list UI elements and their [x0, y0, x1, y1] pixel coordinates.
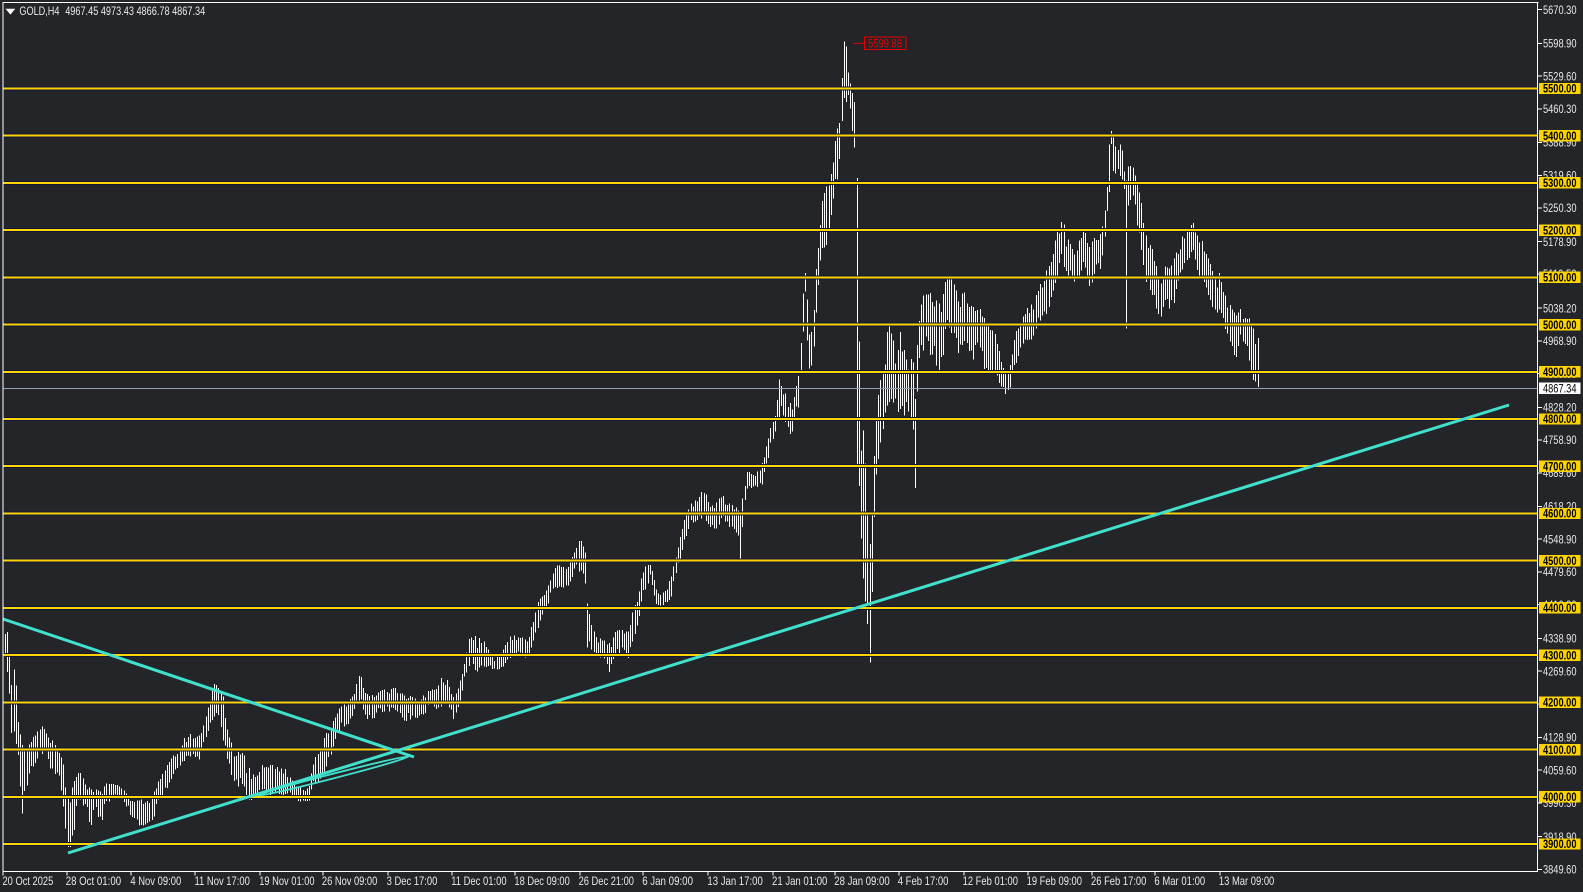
svg-text:4600.00: 4600.00 [1543, 507, 1577, 521]
svg-text:5000.00: 5000.00 [1543, 318, 1577, 332]
svg-text:3849.60: 3849.60 [1543, 863, 1577, 877]
svg-text:11 Nov 17:00: 11 Nov 17:00 [195, 874, 251, 888]
svg-text:5670.30: 5670.30 [1543, 3, 1577, 17]
svg-text:5250.30: 5250.30 [1543, 201, 1577, 215]
svg-text:4900.00: 4900.00 [1543, 365, 1577, 379]
svg-text:4828.20: 4828.20 [1543, 401, 1577, 415]
svg-text:19 Feb 09:00: 19 Feb 09:00 [1027, 874, 1083, 888]
svg-text:5599.88: 5599.88 [868, 37, 902, 51]
svg-text:5300.00: 5300.00 [1543, 176, 1577, 190]
svg-text:4700.00: 4700.00 [1543, 459, 1577, 473]
svg-text:4200.00: 4200.00 [1543, 696, 1577, 710]
svg-text:28 Jan 09:00: 28 Jan 09:00 [834, 874, 890, 888]
svg-text:11 Dec 01:00: 11 Dec 01:00 [451, 874, 507, 888]
svg-text:5400.00: 5400.00 [1543, 129, 1577, 143]
svg-text:4968.90: 4968.90 [1543, 334, 1577, 348]
svg-text:4300.00: 4300.00 [1543, 648, 1577, 662]
svg-text:4800.00: 4800.00 [1543, 412, 1577, 426]
svg-text:5598.90: 5598.90 [1543, 37, 1577, 51]
svg-text:5460.30: 5460.30 [1543, 102, 1577, 116]
svg-text:18 Dec 09:00: 18 Dec 09:00 [514, 874, 570, 888]
svg-text:26 Nov 09:00: 26 Nov 09:00 [322, 874, 378, 888]
svg-text:4500.00: 4500.00 [1543, 554, 1577, 568]
svg-text:4000.00: 4000.00 [1543, 790, 1577, 804]
svg-text:26 Feb 17:00: 26 Feb 17:00 [1091, 874, 1147, 888]
svg-text:4100.00: 4100.00 [1543, 743, 1577, 757]
svg-text:4059.60: 4059.60 [1543, 763, 1577, 777]
svg-text:4758.90: 4758.90 [1543, 433, 1577, 447]
svg-text:4479.60: 4479.60 [1543, 565, 1577, 579]
svg-text:4 Nov 09:00: 4 Nov 09:00 [130, 874, 181, 888]
svg-text:5178.90: 5178.90 [1543, 235, 1577, 249]
svg-text:13 Jan 17:00: 13 Jan 17:00 [707, 874, 763, 888]
svg-text:12 Feb 01:00: 12 Feb 01:00 [963, 874, 1019, 888]
svg-text:4867.34: 4867.34 [1543, 382, 1577, 396]
svg-text:3 Dec 17:00: 3 Dec 17:00 [387, 874, 438, 888]
svg-text:21 Jan 01:00: 21 Jan 01:00 [772, 874, 828, 888]
svg-text:19 Nov 01:00: 19 Nov 01:00 [259, 874, 315, 888]
svg-text:5529.60: 5529.60 [1543, 69, 1577, 83]
svg-text:4 Feb 17:00: 4 Feb 17:00 [898, 874, 949, 888]
svg-text:20 Oct 2025: 20 Oct 2025 [3, 874, 54, 888]
svg-text:6 Jan 09:00: 6 Jan 09:00 [642, 874, 693, 888]
svg-text:4548.90: 4548.90 [1543, 532, 1577, 546]
svg-text:5038.20: 5038.20 [1543, 301, 1577, 315]
svg-text:4269.60: 4269.60 [1543, 664, 1577, 678]
svg-text:4400.00: 4400.00 [1543, 601, 1577, 615]
svg-text:GOLD,H4: GOLD,H4 [19, 4, 59, 18]
svg-text:28 Oct 01:00: 28 Oct 01:00 [66, 874, 122, 888]
svg-text:4967.45 4973.43 4866.78 4867.3: 4967.45 4973.43 4866.78 4867.34 [65, 4, 205, 18]
svg-text:4128.90: 4128.90 [1543, 731, 1577, 745]
svg-text:5100.00: 5100.00 [1543, 271, 1577, 285]
svg-text:5200.00: 5200.00 [1543, 223, 1577, 237]
svg-text:26 Dec 21:00: 26 Dec 21:00 [579, 874, 635, 888]
svg-text:3900.00: 3900.00 [1543, 837, 1577, 851]
svg-text:6 Mar 01:00: 6 Mar 01:00 [1154, 874, 1205, 888]
svg-text:4338.90: 4338.90 [1543, 632, 1577, 646]
svg-text:13 Mar 09:00: 13 Mar 09:00 [1219, 874, 1275, 888]
svg-text:5500.00: 5500.00 [1543, 82, 1577, 96]
